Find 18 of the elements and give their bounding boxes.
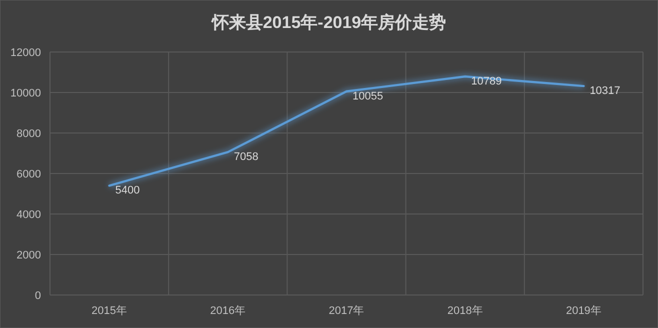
data-label: 10055: [352, 90, 384, 102]
y-tick-label: 10000: [10, 88, 41, 100]
data-label: 7058: [234, 151, 258, 164]
data-label: 10317: [590, 85, 620, 98]
y-tick-label: 6000: [16, 168, 41, 180]
x-tick-label: 2015年: [92, 305, 128, 317]
y-tick-label: 12000: [10, 47, 41, 59]
chart-title: 怀来县2015年-2019年房价走势: [210, 13, 446, 32]
data-label: 5400: [115, 184, 140, 197]
y-tick-label: 2000: [16, 250, 41, 262]
data-label: 10789: [471, 76, 502, 88]
y-tick-label: 4000: [16, 209, 41, 221]
y-tick-label: 8000: [16, 128, 41, 140]
x-tick-label: 2018年: [447, 305, 483, 317]
x-tick-label: 2017年: [328, 305, 364, 317]
x-tick-label: 2016年: [210, 305, 246, 317]
x-tick-label: 2019年: [566, 305, 602, 317]
y-tick-label: 0: [34, 290, 41, 302]
